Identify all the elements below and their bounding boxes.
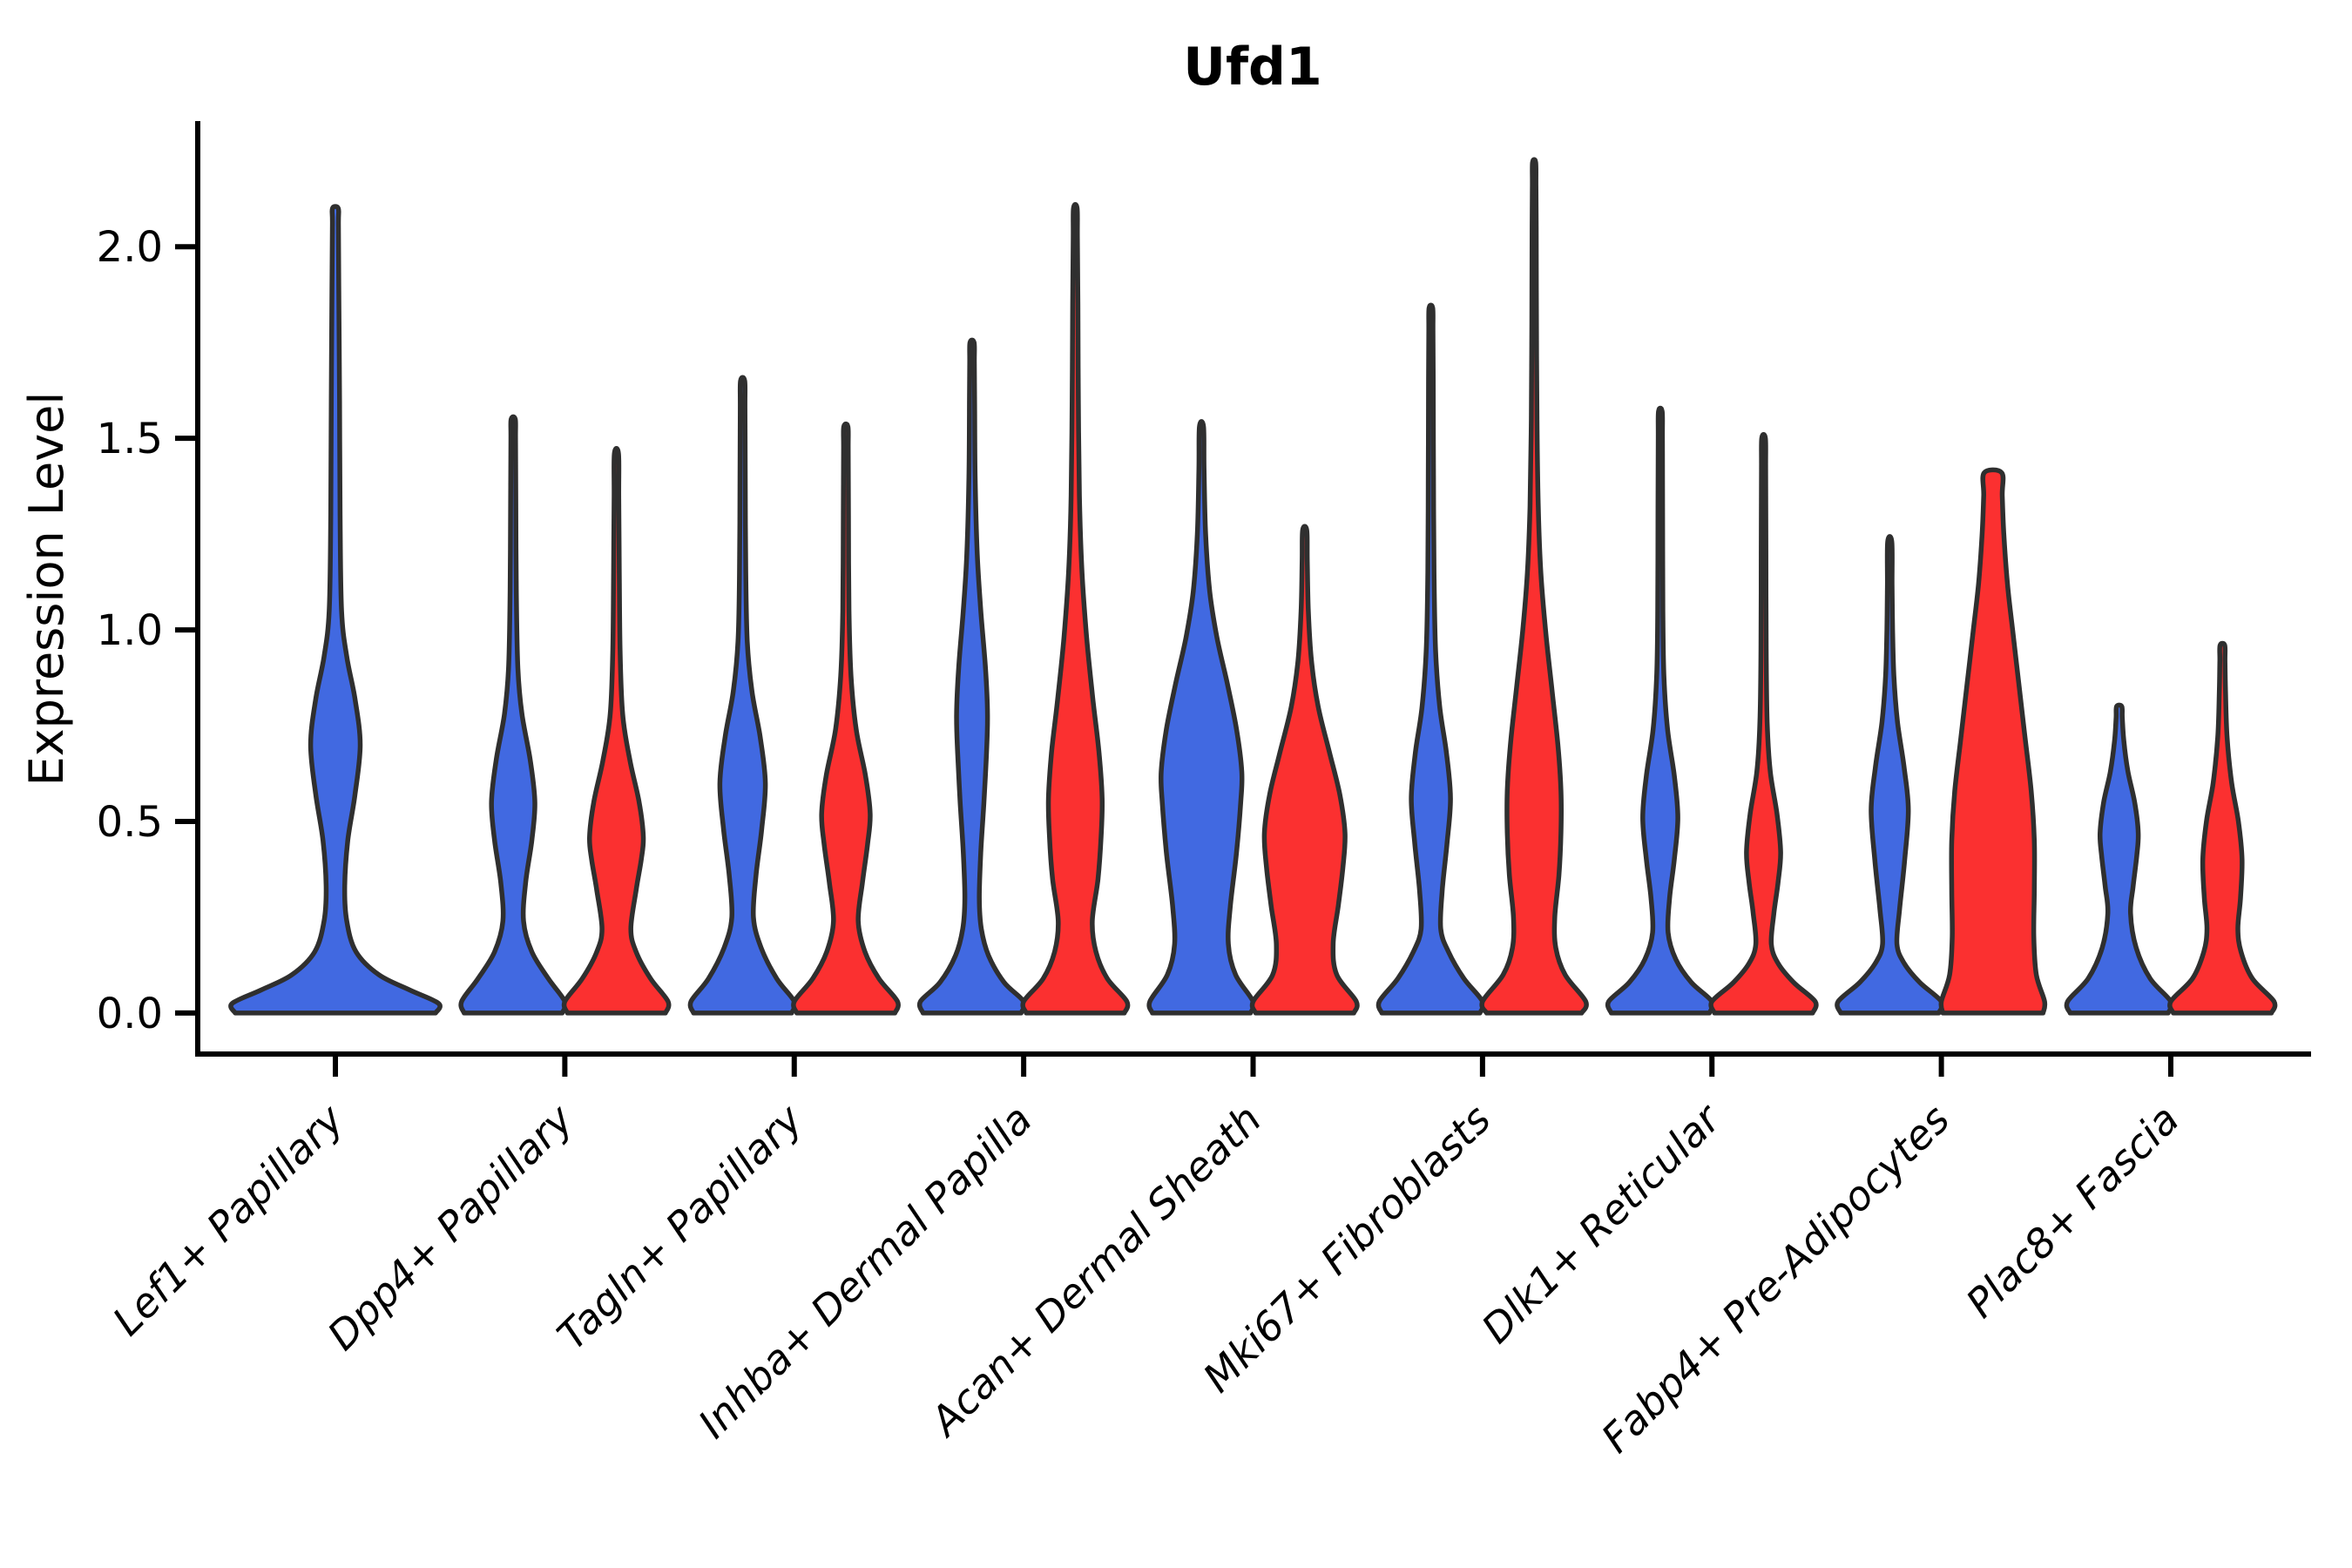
y-tick-label: 0.5 [97, 798, 163, 847]
violin-9-blue [2064, 702, 2174, 1016]
x-tick-label: Dlk1+ Reticular [1472, 1093, 1731, 1352]
violin-4-blue [916, 337, 1027, 1016]
axes [175, 121, 2311, 1077]
violin-8-red [1938, 467, 2048, 1016]
x-tick-label: Lef1+ Papillary [104, 1095, 353, 1344]
violins [228, 157, 2278, 1016]
x-tick-label: Dpp4+ Papillary [318, 1095, 582, 1359]
violin-5-blue [1146, 419, 1257, 1016]
y-axis-label: Expression Level [19, 392, 74, 787]
violin-6-blue [1375, 302, 1486, 1016]
violin-8-blue [1835, 534, 1945, 1016]
violin-3-red [791, 421, 901, 1016]
chart-title: Ufd1 [1183, 37, 1322, 98]
y-tick-label: 1.0 [97, 606, 163, 655]
y-tick-label: 2.0 [97, 223, 163, 272]
violin-1-blue [228, 204, 443, 1016]
y-tick-label: 1.5 [97, 415, 163, 463]
x-tick-label: Tagln+ Papillary [548, 1095, 812, 1359]
violin-6-red [1479, 157, 1589, 1016]
violin-7-red [1708, 432, 1819, 1016]
y-tick-labels: 0.0 0.5 1.0 1.5 2.0 [97, 223, 163, 1038]
violin-2-blue [458, 414, 568, 1016]
violin-5-red [1249, 524, 1360, 1016]
violin-9-red [2167, 640, 2278, 1016]
violin-2-red [561, 445, 672, 1016]
y-tick-label: 0.0 [97, 990, 163, 1038]
x-tick-label: Plac8+ Fascia [1957, 1096, 2187, 1327]
violin-7-blue [1605, 405, 1716, 1016]
violin-4-red [1020, 202, 1131, 1016]
violin-3-blue [687, 375, 798, 1016]
